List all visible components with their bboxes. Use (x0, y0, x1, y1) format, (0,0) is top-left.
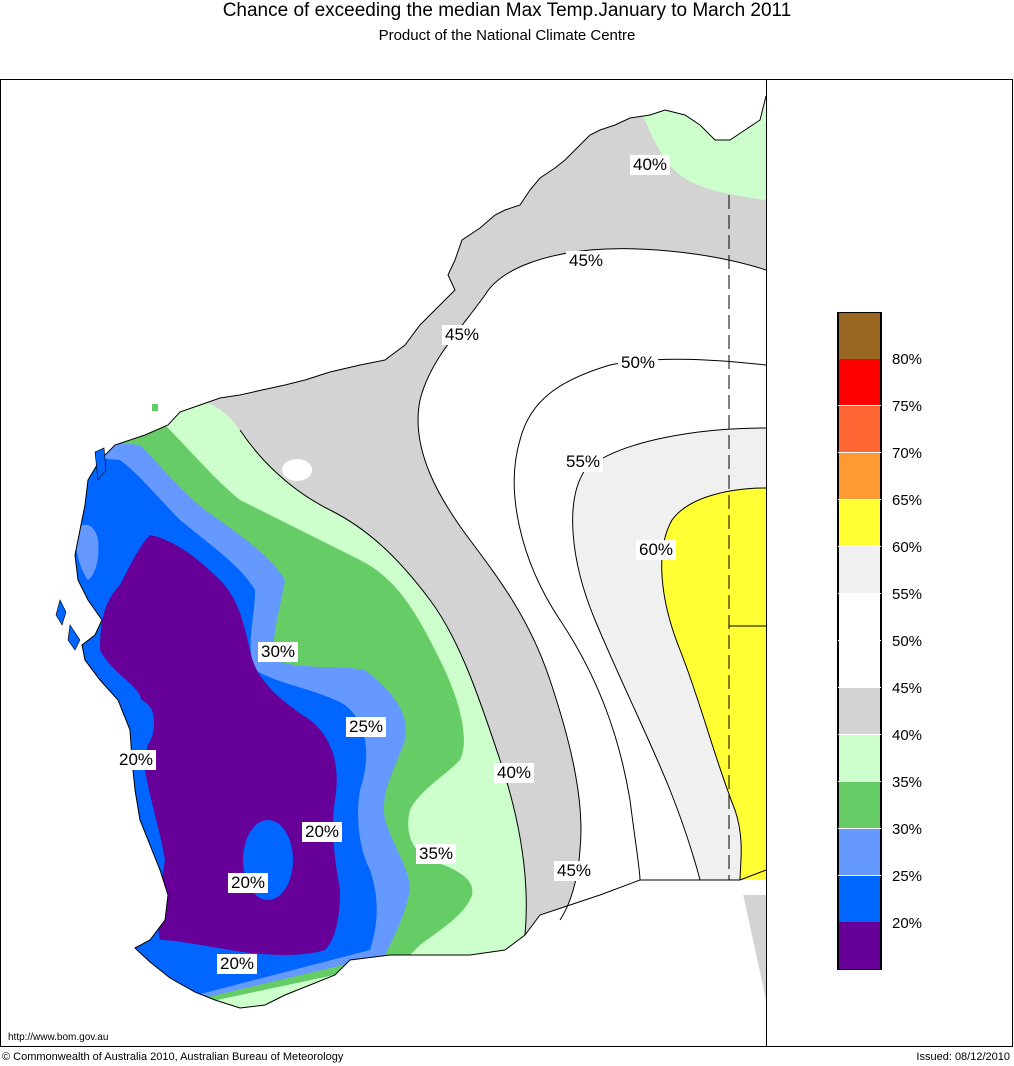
legend-border (837, 312, 882, 970)
legend-label: 40% (892, 727, 923, 744)
legend-label: 65% (892, 492, 923, 509)
contour-label: 50% (618, 353, 659, 373)
legend-swatch-50 (838, 594, 881, 640)
legend-swatch-35 (838, 735, 881, 781)
contour-label: 45% (442, 325, 483, 345)
legend-swatch-80 (838, 313, 881, 359)
contour-label: 45% (554, 861, 595, 881)
issued-date: Issued: 08/12/2010 (916, 1051, 1010, 1063)
contour-label: 20% (217, 954, 258, 974)
legend-swatch-45 (838, 641, 881, 687)
copyright-notice: © Commonwealth of Australia 2010, Austra… (2, 1051, 344, 1063)
contour-label: 60% (636, 540, 677, 560)
legend-divider (766, 79, 767, 1047)
contour-label: 20% (116, 750, 157, 770)
legend-label: 30% (892, 821, 923, 838)
page-subtitle: Product of the National Climate Centre (378, 27, 636, 44)
legend-label: 45% (892, 680, 923, 697)
contour-label: 30% (258, 642, 299, 662)
legend-label: 60% (892, 539, 923, 556)
contour-label: 20% (302, 822, 343, 842)
legend-label: 35% (892, 774, 923, 791)
legend-swatch-60 (838, 500, 881, 546)
map-frame (0, 79, 1013, 1047)
contour-label: 25% (346, 717, 387, 737)
legend-label: 70% (892, 445, 923, 462)
legend-swatch-70 (838, 406, 881, 452)
legend-swatch-below-20 (838, 922, 881, 969)
legend-label: 50% (892, 633, 923, 650)
contour-label: 40% (630, 155, 671, 175)
contour-label: 35% (416, 844, 457, 864)
page-title: Chance of exceeding the median Max Temp.… (222, 0, 792, 21)
legend-label: 55% (892, 586, 923, 603)
source-url[interactable]: http://www.bom.gov.au (8, 1032, 109, 1043)
contour-label: 20% (228, 873, 269, 893)
legend-swatch-65 (838, 453, 881, 499)
legend-swatch-20 (838, 876, 881, 922)
legend-swatch-75 (838, 359, 881, 405)
legend-label: 75% (892, 398, 923, 415)
legend-swatch-55 (838, 547, 881, 593)
legend-label: 25% (892, 868, 923, 885)
legend-label: 20% (892, 915, 923, 932)
legend-swatch-25 (838, 829, 881, 875)
legend-swatch-40 (838, 688, 881, 734)
contour-label: 45% (566, 251, 607, 271)
legend-label: 80% (892, 351, 923, 368)
legend-swatch-30 (838, 782, 881, 828)
contour-label: 55% (563, 452, 604, 472)
contour-label: 40% (494, 763, 535, 783)
